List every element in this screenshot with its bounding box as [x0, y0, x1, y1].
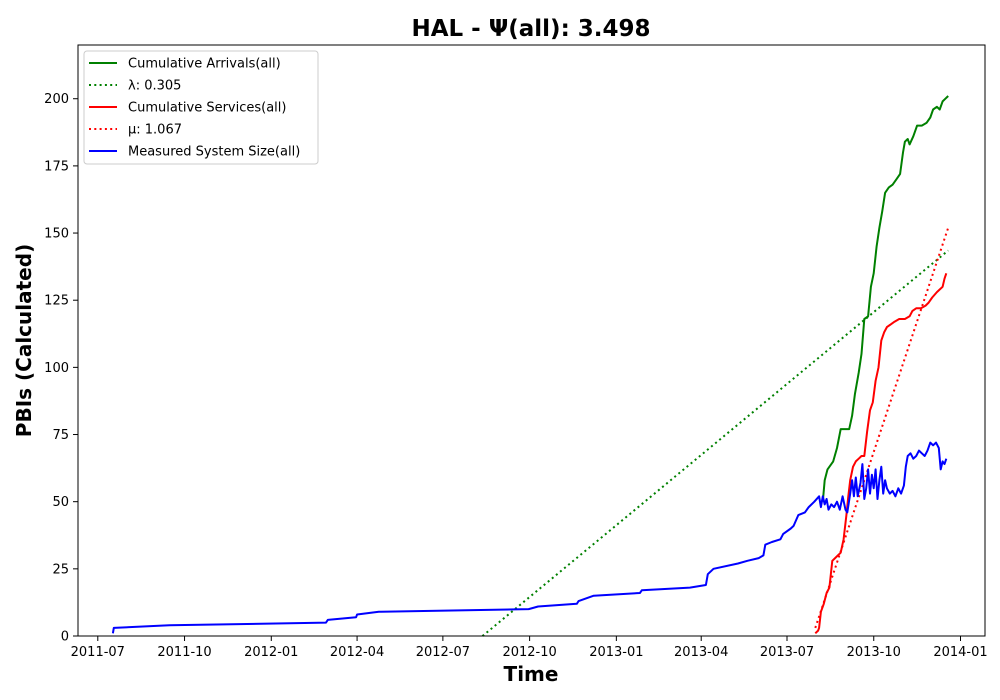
- y-axis-label: PBIs (Calculated): [12, 244, 36, 437]
- x-tick-label: 2013-10: [847, 645, 901, 660]
- x-tick-label: 2011-10: [157, 645, 211, 660]
- plot-frame: [77, 44, 986, 637]
- x-tick-label: 2012-07: [416, 645, 470, 660]
- legend-entry-label: λ: 0.305: [128, 79, 181, 94]
- legend-entry-label: Cumulative Services(all): [128, 101, 286, 116]
- system-size-line: [111, 441, 948, 634]
- y-axis-ticks: 0 25 50 75 100 125 150 175 200: [44, 92, 78, 645]
- y-tick-label: 50: [52, 495, 69, 510]
- x-tick-label: 2014-01: [933, 645, 987, 660]
- cumulative-services-line: [814, 272, 948, 635]
- x-axis-ticks: 2011-07 2011-10 2012-01 2012-04 2012-07 2012-…: [71, 636, 988, 660]
- legend-entry-label: μ: 1.067: [128, 123, 182, 138]
- x-tick-label: 2013-07: [760, 645, 814, 660]
- x-tick-label: 2013-04: [674, 645, 728, 660]
- x-tick-label: 2012-04: [330, 645, 384, 660]
- chart-title: HAL - Ψ(all): 3.498: [411, 16, 650, 42]
- series-layer: [111, 95, 950, 637]
- legend-entry-label: Cumulative Arrivals(all): [128, 57, 281, 72]
- x-tick-label: 2013-01: [589, 645, 643, 660]
- x-tick-label: 2011-07: [71, 645, 125, 660]
- x-tick-label: 2012-01: [244, 645, 298, 660]
- y-tick-label: 75: [52, 428, 69, 443]
- legend: Cumulative Arrivals(all) λ: 0.305 Cumulati…: [83, 50, 319, 165]
- cumulative-arrivals-line: [821, 95, 949, 502]
- y-tick-label: 100: [44, 361, 69, 376]
- mu-fit-line: [814, 227, 950, 629]
- y-tick-label: 125: [44, 294, 69, 309]
- lambda-fit-line: [481, 249, 949, 637]
- x-axis-label: Time: [504, 662, 559, 686]
- x-tick-label: 2012-10: [502, 645, 556, 660]
- y-tick-label: 150: [44, 227, 69, 242]
- y-tick-label: 0: [61, 630, 69, 645]
- legend-entry-label: Measured System Size(all): [128, 145, 300, 160]
- y-tick-label: 25: [52, 562, 69, 577]
- y-tick-label: 175: [44, 159, 69, 174]
- y-tick-label: 200: [44, 92, 69, 107]
- legend-box: [83, 50, 319, 165]
